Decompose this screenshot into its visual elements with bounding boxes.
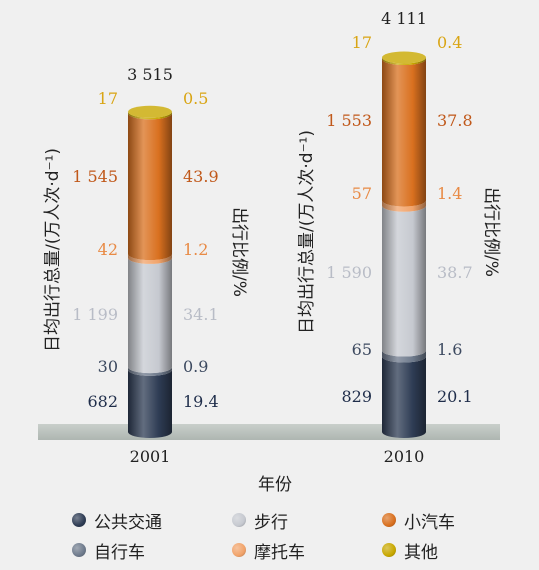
- total-label-2010: 4 111: [381, 9, 427, 28]
- legend-item-2: 步行: [232, 508, 382, 533]
- legend-swatch-4: [382, 513, 396, 527]
- legend-swatch-5: [382, 543, 396, 557]
- legend-swatch-3: [232, 543, 246, 557]
- percent-label-2010-series-3: 1.4: [437, 184, 462, 203]
- chart-plot: 682 19.4 30 0.9 1 199 34.1 42 1.2 1 545 43.9 17 0.5…: [38, 9, 501, 495]
- percent-label-2001-series-3: 1.2: [183, 240, 208, 259]
- value-label-2001-series-5: 17: [98, 89, 118, 108]
- legend-label-1: 自行车: [94, 542, 145, 563]
- legend-item-5: 其他: [382, 538, 512, 563]
- legend: 公共交通 步行 小汽车自行车 摩托车 其他: [72, 508, 512, 563]
- percent-label-2001-series-1: 0.9: [183, 357, 208, 376]
- percent-label-2001-series-2: 34.1: [183, 305, 219, 324]
- legend-swatch-2: [232, 513, 246, 527]
- legend-item-4: 小汽车: [382, 508, 512, 533]
- y-axis-title-right-2010: 出行比例/%: [481, 187, 501, 277]
- legend-label-3: 摩托车: [254, 542, 305, 563]
- legend-label-2: 步行: [254, 512, 288, 533]
- bar-cap-2010: [382, 51, 426, 64]
- bar-2010-series-0: [382, 356, 426, 438]
- bar-2010-series-4: [382, 59, 426, 207]
- bar-2010-series-2: [382, 205, 426, 357]
- percent-label-2010-series-2: 38.7: [437, 263, 473, 282]
- value-label-2010-series-2: 1 590: [326, 263, 372, 282]
- value-label-2010-series-0: 829: [341, 387, 372, 406]
- x-tick-label-2001: 2001: [130, 447, 171, 466]
- legend-item-1: 自行车: [72, 538, 232, 563]
- bar-cap-2001: [128, 105, 172, 118]
- bar-2010-series-5: [382, 57, 426, 66]
- value-label-2001-series-2: 1 199: [72, 305, 118, 324]
- legend-label-0: 公共交通: [94, 512, 162, 533]
- value-label-2010-series-5: 17: [352, 33, 372, 52]
- legend-label-4: 小汽车: [404, 512, 455, 533]
- chart-floor: [38, 424, 500, 440]
- bar-2001-series-2: [128, 257, 172, 374]
- value-label-2001-series-3: 42: [98, 240, 118, 259]
- y-axis-title-right-2001: 出行比例/%: [229, 207, 249, 297]
- bar-2001-series-0: [128, 369, 172, 438]
- value-label-2010-series-3: 57: [352, 184, 372, 203]
- x-tick-label-2010: 2010: [384, 447, 425, 466]
- legend-item-0: 公共交通: [72, 508, 232, 533]
- value-label-2010-series-4: 1 553: [326, 111, 372, 130]
- value-label-2001-series-4: 1 545: [72, 167, 118, 186]
- value-label-2001-series-1: 30: [98, 357, 118, 376]
- percent-label-2010-series-0: 20.1: [437, 387, 473, 406]
- percent-label-2001-series-4: 43.9: [183, 167, 219, 186]
- legend-item-3: 摩托车: [232, 538, 382, 563]
- y-axis-title-left-2010: 日均出行总量/(万人次·d⁻¹): [297, 130, 317, 334]
- percent-label-2010-series-1: 1.6: [437, 340, 462, 359]
- bar-2001-series-3: [128, 254, 172, 264]
- total-label-2001: 3 515: [127, 65, 173, 84]
- legend-label-5: 其他: [404, 542, 438, 563]
- percent-label-2001-series-0: 19.4: [183, 392, 219, 411]
- value-label-2010-series-1: 65: [352, 340, 372, 359]
- bar-2001-series-1: [128, 367, 172, 376]
- legend-swatch-1: [72, 543, 86, 557]
- bar-2001-series-5: [128, 111, 172, 120]
- bar-2010-series-1: [382, 350, 426, 363]
- value-label-2001-series-0: 682: [87, 392, 118, 411]
- percent-label-2010-series-5: 0.4: [437, 33, 462, 52]
- bar-2001-series-4: [128, 113, 172, 261]
- percent-label-2001-series-5: 0.5: [183, 89, 208, 108]
- percent-label-2010-series-4: 37.8: [437, 111, 473, 130]
- x-axis-title: 年份: [258, 475, 292, 495]
- bar-2010-series-3: [382, 200, 426, 212]
- legend-swatch-0: [72, 513, 86, 527]
- y-axis-title-left-2001: 日均出行总量/(万人次·d⁻¹): [43, 148, 63, 352]
